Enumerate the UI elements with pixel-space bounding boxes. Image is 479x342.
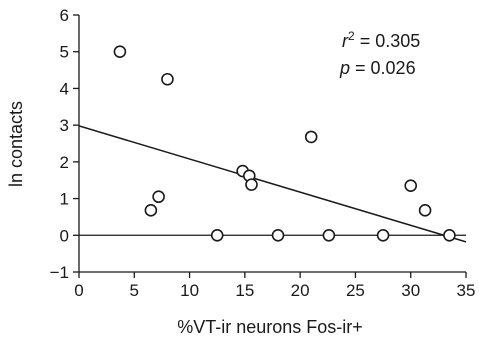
y-tick-label: 4 [60,79,69,98]
y-tick-label: 3 [60,116,69,135]
data-point [271,228,285,242]
data-point [113,45,127,59]
y-tick-label: 6 [60,6,69,25]
plot-layer: −1 0 1 2 3 4 5 6 0 5 10 15 20 25 30 35 [50,6,476,300]
p-symbol: p [339,58,350,78]
p-value-annotation: p = 0.026 [339,58,416,78]
data-point [152,190,165,204]
data-point [304,130,318,144]
data-point [376,228,390,242]
r-exponent: 2 [348,29,355,43]
x-axis-label: %VT-ir neurons Fos-ir+ [177,317,363,337]
y-tick-label: 0 [60,226,69,245]
x-tick-label: 10 [180,281,199,300]
y-tick-label: 1 [60,190,69,209]
x-tick-label: 25 [346,281,365,300]
data-point [210,228,224,242]
r-squared-value: = 0.305 [355,31,421,51]
r-symbol: r [342,31,349,51]
data-point [322,228,336,242]
y-tick-label: 5 [60,43,69,62]
x-tick-label: 5 [130,281,139,300]
x-tick-label: 30 [401,281,420,300]
p-value: = 0.026 [350,58,416,78]
data-point [245,178,258,191]
x-tick-label: 35 [457,281,476,300]
regression-line [78,125,467,243]
y-axis-label: ln contacts [6,101,26,187]
x-tick-label: 15 [235,281,254,300]
data-point [161,72,174,86]
r-squared-annotation: r2 = 0.305 [342,29,420,51]
data-point [404,179,418,193]
data-point [418,204,432,217]
y-tick-label: 2 [60,153,69,172]
x-tick-label: 0 [74,281,83,300]
data-point [443,228,456,242]
data-point [144,204,158,217]
x-tick-label: 20 [291,281,310,300]
y-tick-label: −1 [50,263,69,282]
